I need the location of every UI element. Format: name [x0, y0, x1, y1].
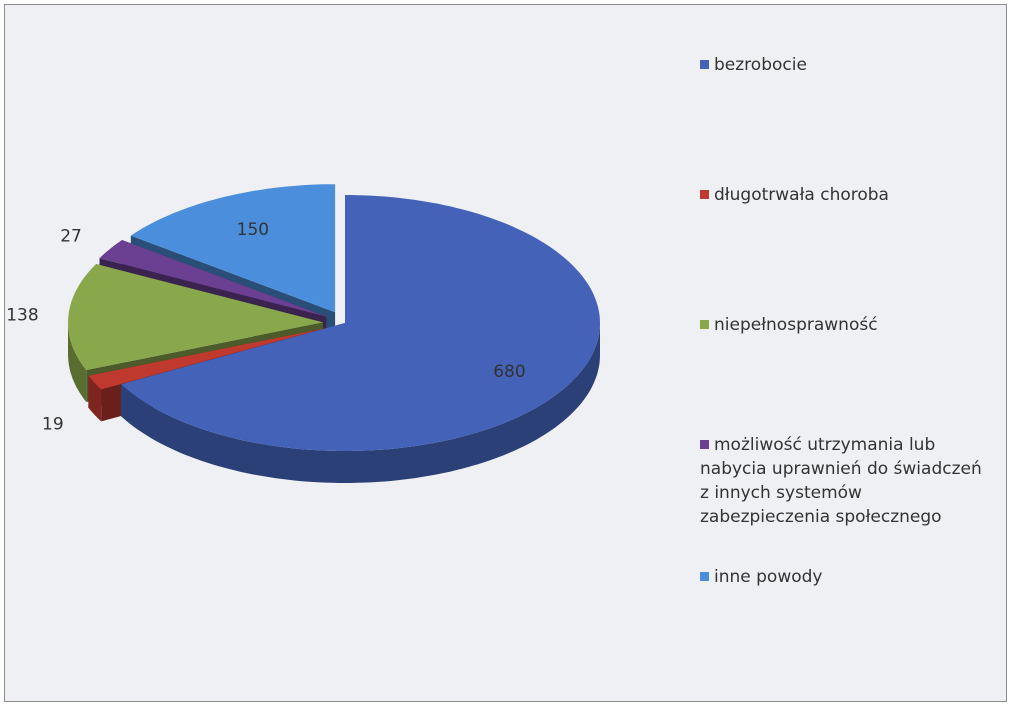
data-label: 19 — [42, 414, 64, 434]
legend-swatch — [700, 190, 709, 199]
pie-area: 680 19 138 27 150 — [6, 184, 600, 483]
legend-label: niepełnosprawność — [714, 315, 878, 335]
slice — [99, 240, 327, 317]
data-label: 27 — [60, 227, 82, 247]
legend-label: inne powody — [714, 567, 823, 587]
legend-swatch — [700, 440, 709, 449]
slice — [121, 195, 600, 451]
legend-swatch — [700, 320, 709, 329]
legend-item: inne powody — [700, 565, 990, 589]
legend-item: długotrwała choroba — [700, 183, 990, 207]
legend-item: możliwość utrzymania lub nabycia uprawni… — [700, 433, 990, 529]
legend-swatch — [700, 572, 709, 581]
legend-label: bezrobocie — [714, 55, 807, 75]
slice — [68, 264, 323, 370]
legend-label: możliwość utrzymania lub nabycia uprawni… — [700, 435, 982, 527]
legend-swatch — [700, 60, 709, 69]
data-label: 680 — [493, 362, 525, 382]
slice — [88, 328, 326, 390]
legend-item: bezrobocie — [700, 53, 990, 77]
legend-item: niepełnosprawność — [700, 313, 990, 337]
slice-wall — [121, 323, 600, 483]
chart: 680 19 138 27 150 bezrobocie długotrwała chor… — [4, 4, 1007, 702]
data-label: 150 — [237, 220, 269, 240]
slice — [130, 184, 336, 313]
slice-wall — [88, 375, 102, 422]
legend-label: długotrwała choroba — [714, 185, 889, 205]
slice-wall — [68, 322, 87, 402]
data-label: 138 — [6, 305, 38, 325]
